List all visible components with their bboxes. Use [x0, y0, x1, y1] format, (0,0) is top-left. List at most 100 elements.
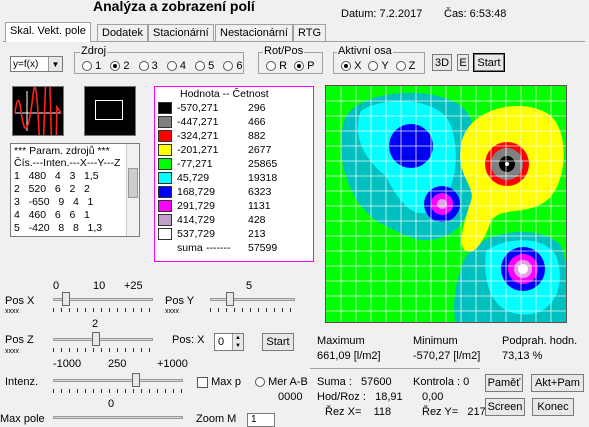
hodroz-text: Hod/Roz : 18,91	[317, 391, 403, 403]
legend-count: 6323	[248, 186, 272, 198]
max-checkbox[interactable]	[197, 376, 208, 388]
rot-label: R	[279, 60, 288, 72]
posx-slider-thumb[interactable]	[62, 292, 70, 306]
legend-row: -77,271 25865	[158, 158, 308, 171]
window-preview[interactable]	[84, 86, 136, 136]
legend-row: -447,271 466	[158, 116, 308, 129]
list-item[interactable]: 5 -420 8 8 1,3	[14, 222, 103, 234]
zdroj-option-3-label: 3	[151, 60, 158, 72]
akt-pam-button[interactable]: Akt+Pam	[531, 374, 584, 392]
tab-skal-vekt-pole[interactable]: Skal. Vekt. pole	[5, 22, 91, 42]
posz-slider-thumb[interactable]	[92, 332, 100, 346]
legend-swatch	[158, 116, 172, 128]
zoom-spinner[interactable]: 1	[247, 413, 275, 427]
posy-slider-track[interactable]	[210, 298, 295, 301]
legend-row: 168,729 6323	[158, 186, 308, 199]
mer-radio[interactable]	[255, 377, 265, 388]
pink-core-2	[437, 199, 447, 209]
field-map-canvas	[326, 86, 566, 322]
waveform-icon	[14, 56, 62, 179]
legend-swatch	[158, 172, 172, 184]
pos-radio[interactable]	[294, 61, 305, 72]
e-button[interactable]: E	[457, 54, 469, 71]
legend-count: 428	[248, 214, 266, 226]
3d-button[interactable]: 3D	[432, 54, 452, 71]
intenz-slider-thumb[interactable]	[132, 373, 140, 387]
zdroj-radio-6[interactable]	[223, 61, 234, 72]
legend-swatch	[158, 186, 172, 198]
legend-swatch	[158, 200, 172, 212]
intenz-slider-track[interactable]	[53, 379, 183, 382]
tab-panel-border	[3, 41, 585, 42]
stats-divider	[310, 368, 480, 369]
waveform-preview[interactable]	[12, 56, 64, 179]
osa-y-radio[interactable]	[368, 61, 379, 72]
window-title: Analýza a zobrazení polí	[93, 0, 255, 14]
tab-stacionarni[interactable]: Stacionární	[148, 24, 214, 42]
legend-sum-label: suma	[177, 242, 203, 254]
intenz-scale-max: +1000	[157, 358, 188, 370]
konec-button[interactable]: Konec	[532, 398, 574, 416]
posx-scale-0: 0	[53, 280, 60, 292]
legend-count: 2677	[248, 144, 272, 156]
field-map[interactable]	[325, 85, 567, 323]
osa-x-radio[interactable]	[341, 61, 351, 72]
tab-rtg[interactable]: RTG	[293, 24, 327, 42]
hodroz-value-2: 0,00	[422, 391, 444, 403]
osa-z-radio[interactable]	[395, 61, 406, 72]
posz-slider-track[interactable]	[53, 338, 153, 341]
list-item[interactable]: 2 520 6 2 2	[14, 183, 90, 195]
list-item[interactable]: 4 460 6 6 1	[14, 209, 90, 221]
start-top-button[interactable]: Start	[473, 53, 505, 72]
tab-nestacionarni[interactable]: Nestacionární	[215, 24, 293, 42]
posx-slider-track[interactable]	[53, 298, 153, 301]
zdroj-radio-1[interactable]	[82, 61, 92, 72]
rot-radio[interactable]	[266, 61, 276, 72]
pos-x-spinner[interactable]: 0 ▲ ▼	[214, 333, 244, 351]
legend-value: -77,271	[177, 158, 213, 170]
legend-count: 213	[248, 228, 266, 240]
pamet-button[interactable]: Paměť	[485, 374, 523, 392]
zdroj-radios: 1 2 3 4 5 6	[82, 60, 242, 72]
start-pos-button[interactable]: Start	[262, 333, 294, 351]
maxpole-slider-track[interactable]	[53, 416, 183, 419]
pos-x-spinner-value: 0	[218, 336, 225, 348]
tab-dodatek[interactable]: Dodatek	[97, 24, 148, 42]
zdroj-radio-2[interactable]	[110, 61, 121, 72]
maxpole-scale-0: 0	[108, 398, 115, 410]
posz-scale-2: 2	[92, 318, 99, 330]
posy-slider-thumb[interactable]	[226, 292, 234, 306]
function-select[interactable]: y=f(x) ▼	[10, 56, 63, 72]
legend-row: 414,729 428	[158, 214, 308, 227]
date-label: Datum: 7.2.2017	[341, 8, 423, 20]
screen-button[interactable]: Screen	[485, 398, 525, 416]
legend-swatch	[158, 102, 172, 114]
legend-value: -201,271	[177, 144, 219, 156]
posz-slider-ticks	[53, 348, 153, 352]
time-label: Čas: 6:53:48	[444, 8, 507, 20]
minimum-value: -570,27 [l/m2]	[413, 350, 481, 362]
osa-x-label: X	[354, 60, 362, 72]
spin-arrows-icon[interactable]: ▲ ▼	[232, 334, 243, 350]
list-item[interactable]: 1 480 4 3 1,5	[14, 170, 99, 182]
zdroj-radio-3[interactable]	[138, 61, 149, 72]
list-item[interactable]: 3 -650 9 4 1	[14, 196, 94, 208]
mer-radio-row: Mer A-B	[255, 376, 308, 388]
aktivni-osa-label: Aktivní osa	[337, 45, 393, 57]
params-scrollbar[interactable]	[126, 144, 139, 236]
zdroj-radio-5[interactable]	[195, 61, 205, 72]
posy-sub: xxxx	[165, 308, 179, 315]
mer-radio-label: Mer A-B	[268, 376, 308, 388]
maximum-label: Maximum	[317, 335, 365, 347]
zdroj-radio-4[interactable]	[166, 61, 177, 72]
posx-sub: xxxx	[5, 308, 19, 315]
params-listbox[interactable]: *** Param. zdrojů *** Čís.---Inten.---X-…	[10, 143, 140, 237]
zoom-spinner-value: 1	[251, 414, 257, 425]
legend-row: -324,271 882	[158, 130, 308, 143]
scrollbar-thumb[interactable]	[128, 168, 138, 198]
white-core-3	[518, 264, 528, 274]
rotpos-radios: R P	[266, 60, 314, 72]
maximum-value: 661,09 [l/m2]	[317, 350, 381, 362]
legend-value: -324,271	[177, 130, 219, 142]
legend-count: 19318	[248, 172, 278, 184]
